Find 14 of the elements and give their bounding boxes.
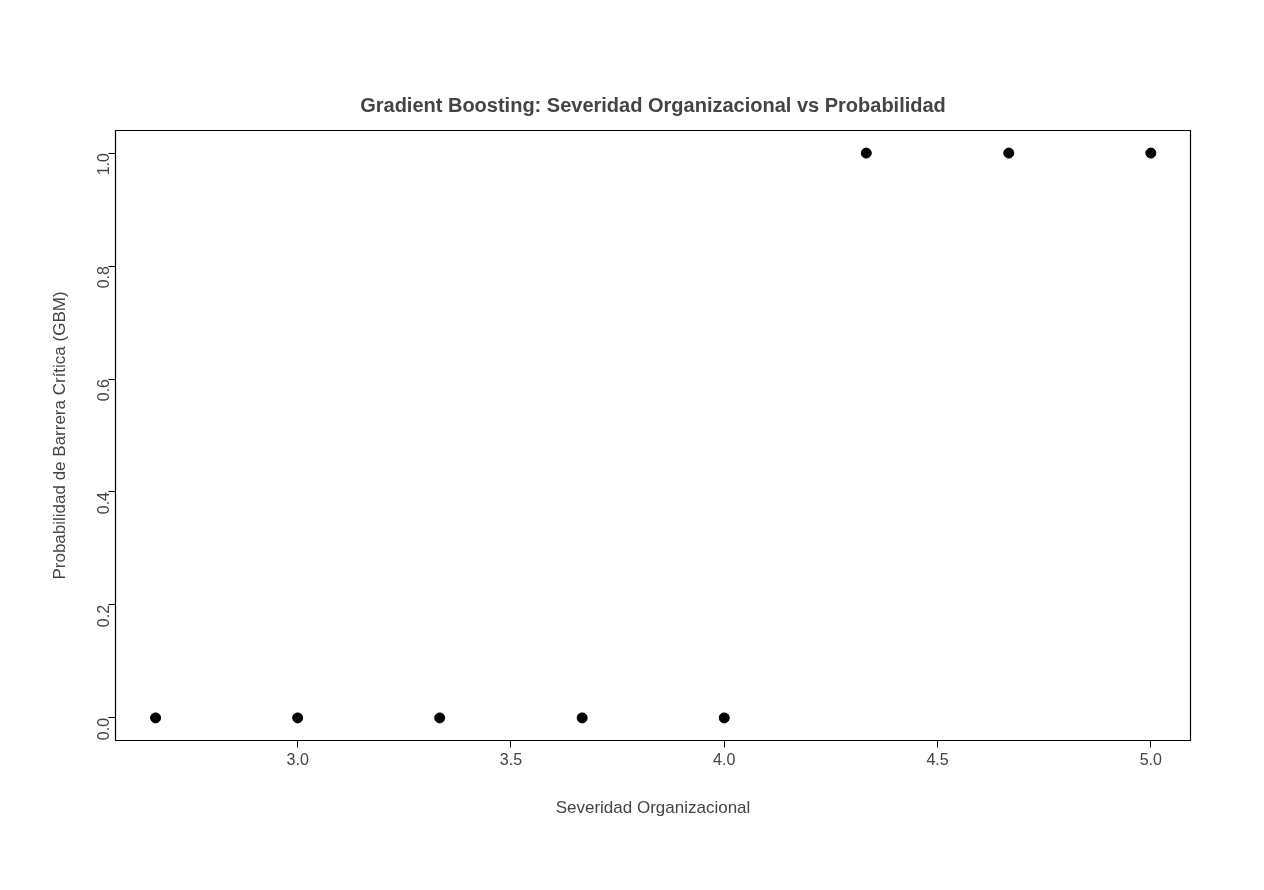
y-tick-label: 0.8 — [95, 265, 113, 289]
y-tick-label: 1.0 — [95, 152, 113, 176]
x-axis-title: Severidad Organizacional — [555, 797, 751, 817]
x-tick-label: 4.0 — [713, 750, 736, 768]
y-tick-label: 0.6 — [95, 378, 113, 402]
y-tick-label: 0.2 — [95, 604, 113, 628]
y-tick-label: 0.4 — [95, 491, 113, 515]
x-tick-label: 3.0 — [286, 750, 309, 768]
x-tick-label: 5.0 — [1139, 750, 1163, 768]
y-axis-title: Probabilidad de Barrera Crítica (GBM) — [49, 291, 69, 580]
x-tick-label: 3.5 — [499, 750, 523, 768]
chart-title: Gradient Boosting: Severidad Organizacional vs Probabilidad — [360, 93, 946, 116]
x-tick-label: 4.5 — [926, 750, 949, 768]
y-tick-label: 0.0 — [95, 717, 113, 741]
